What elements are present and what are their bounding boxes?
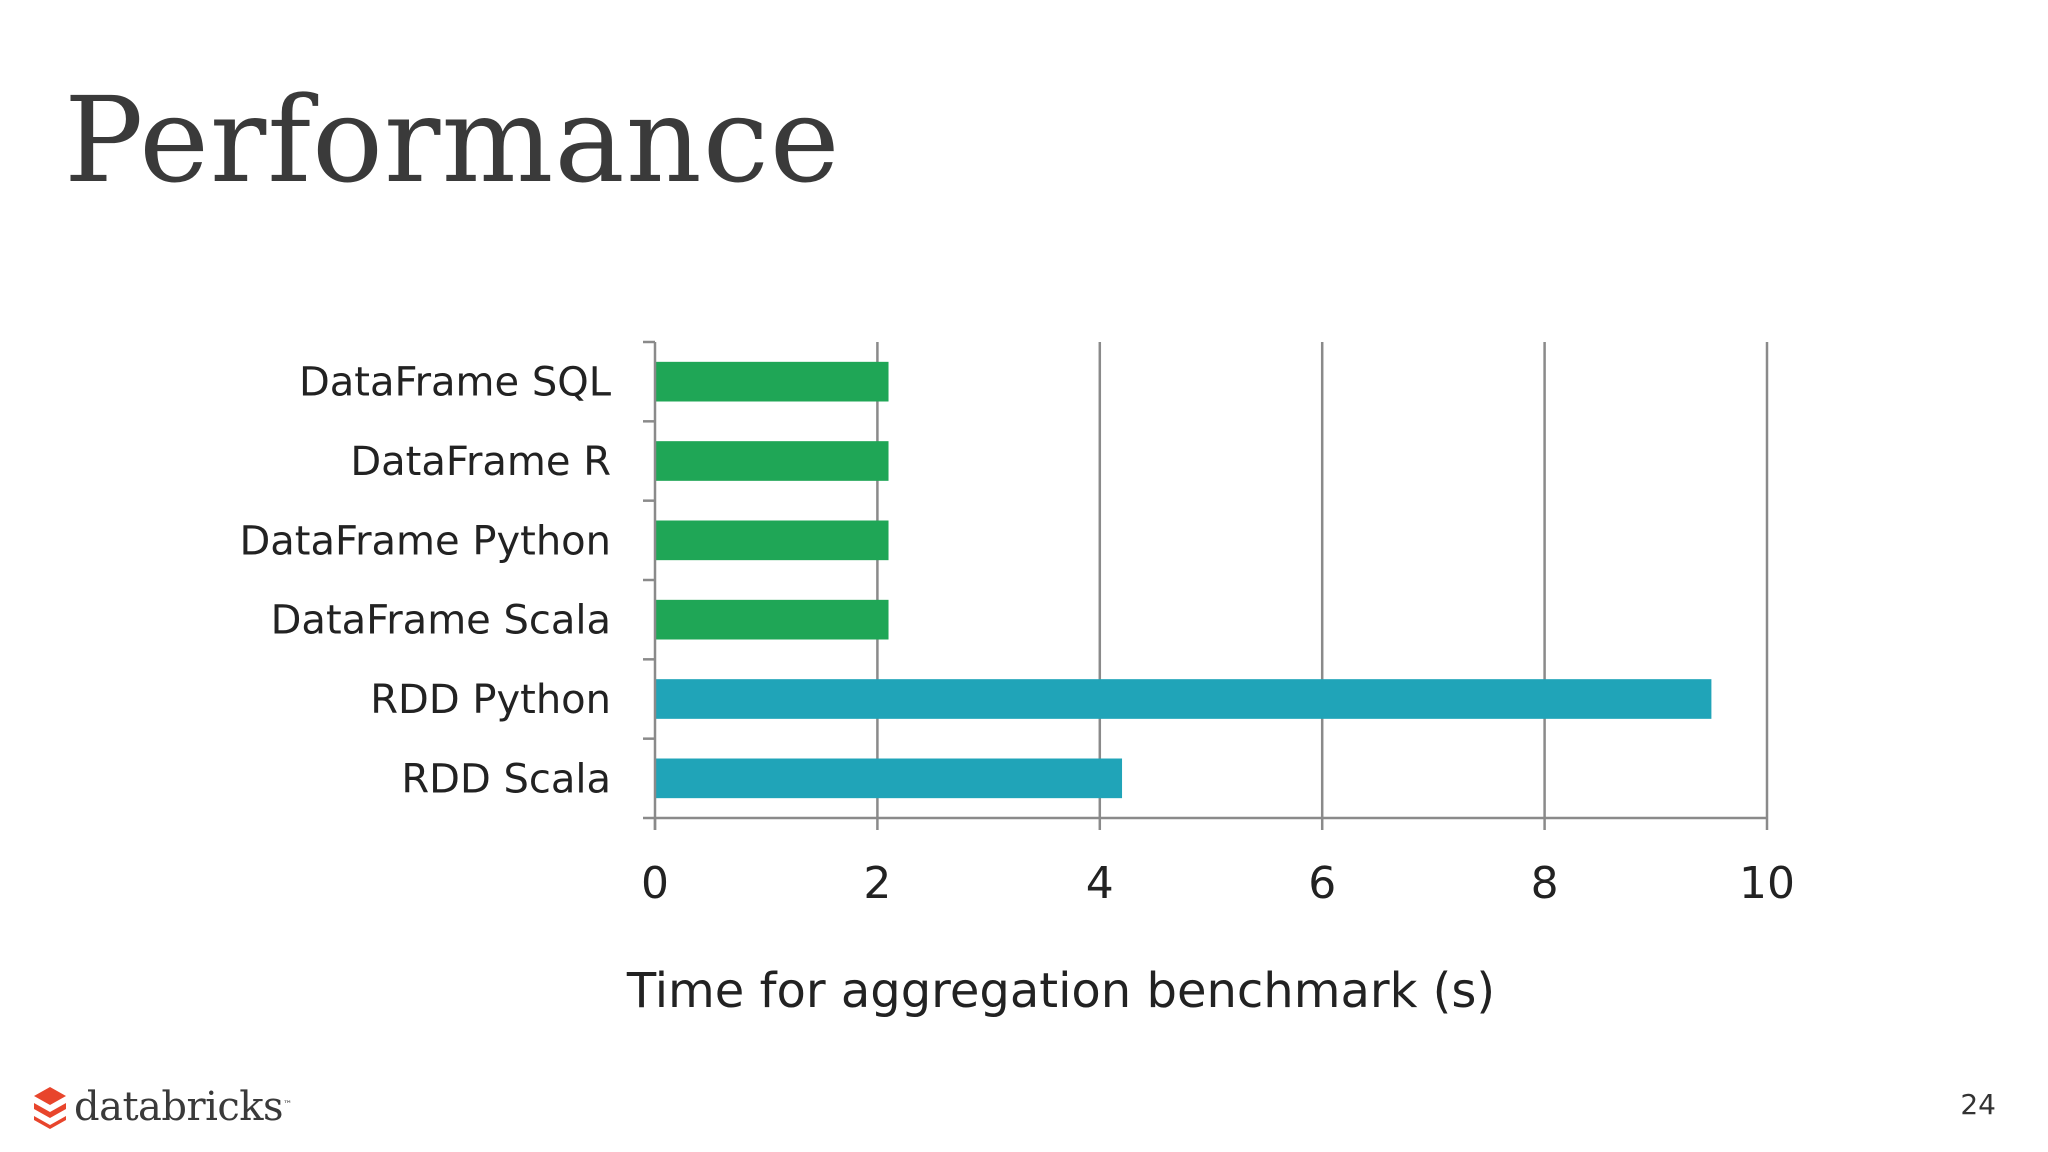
x-tick-label: 0 [641, 858, 669, 909]
bar [656, 758, 1123, 799]
x-tick-label: 2 [863, 858, 891, 909]
y-category-label: DataFrame Scala [271, 598, 611, 644]
y-category-label: DataFrame R [350, 439, 611, 485]
y-category-label: DataFrame Python [239, 518, 611, 564]
y-category-label: RDD Scala [401, 756, 611, 802]
databricks-logo: databricks ™ [30, 1082, 292, 1132]
x-axis-title: Time for aggregation benchmark (s) [626, 963, 1495, 1019]
logo-trademark: ™ [283, 1100, 293, 1110]
bar [656, 441, 889, 481]
bar [656, 361, 889, 402]
bar [656, 679, 1712, 719]
x-tick-label: 8 [1531, 858, 1559, 909]
logo-text: databricks [74, 1084, 284, 1130]
slide-title: Performance [64, 71, 841, 209]
x-tick-label: 4 [1086, 858, 1114, 909]
bar [656, 599, 889, 640]
y-category-label: RDD Python [370, 677, 611, 723]
page-number: 24 [1960, 1088, 1996, 1121]
grid-lines [876, 342, 1769, 818]
y-category-label: DataFrame SQL [299, 360, 612, 406]
bar [656, 520, 889, 561]
axes [643, 340, 1769, 830]
labels: 0 2 4 6 8 10 DataFrame SQL DataFrame R DataFrame… [239, 360, 1795, 909]
bars [656, 361, 1712, 799]
x-tick-label: 6 [1308, 858, 1336, 909]
databricks-layers-icon [34, 1087, 66, 1129]
x-tick-label: 10 [1739, 858, 1795, 909]
